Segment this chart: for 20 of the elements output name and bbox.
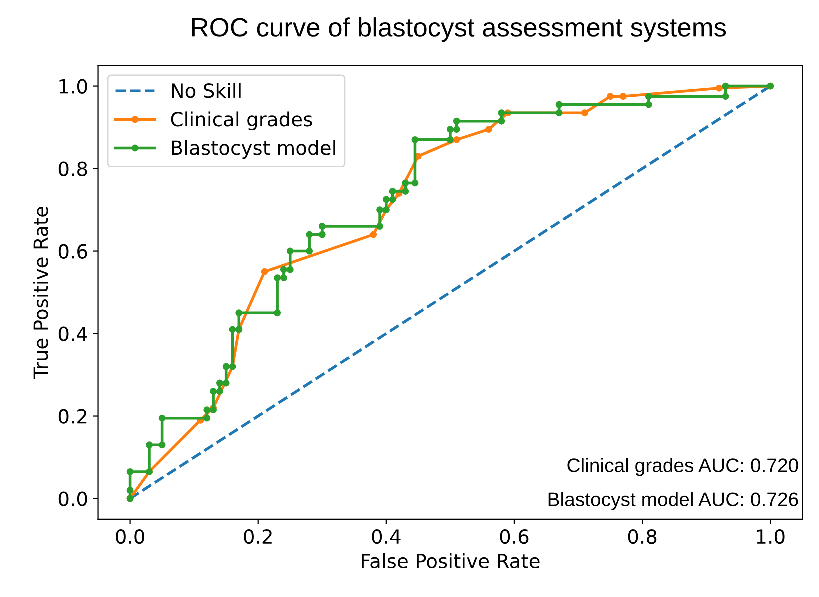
x-tick-label: 0.6: [500, 529, 529, 544]
chart-title: ROC curve of blastocyst assessment systems: [192, 18, 726, 42]
y-tick-label: 0.4: [58, 326, 88, 342]
x-axis-title: False Positive Rate: [362, 553, 540, 569]
legend-label: Blastocyst model: [172, 140, 336, 160]
x-tick-label: 0.4: [372, 529, 401, 544]
y-tick-label: 0.6: [58, 244, 88, 259]
legend-label: Clinical grades: [171, 112, 312, 131]
annotation: Clinical grades AUC: 0.720: [568, 458, 798, 476]
legend-label: No Skill: [172, 83, 241, 98]
y-tick-label: 0.2: [58, 409, 87, 424]
y-axis-title: True Positive Rate: [33, 206, 48, 380]
x-tick-label: 0.2: [244, 529, 272, 544]
x-tick-label: 0.8: [628, 529, 657, 544]
y-tick-label: 0.0: [58, 492, 88, 506]
x-tick-label: 1.0: [757, 529, 785, 544]
x-tick-label: 0.0: [116, 529, 144, 544]
y-tick-label: 0.8: [58, 162, 88, 176]
annotation: Blastocyst model AUC: 0.726: [548, 492, 798, 510]
y-tick-label: 1.0: [60, 79, 88, 94]
